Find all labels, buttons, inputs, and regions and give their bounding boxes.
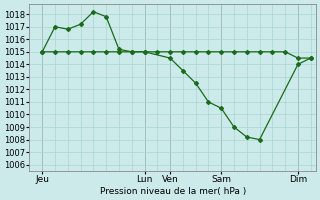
X-axis label: Pression niveau de la mer( hPa ): Pression niveau de la mer( hPa ) bbox=[100, 187, 246, 196]
